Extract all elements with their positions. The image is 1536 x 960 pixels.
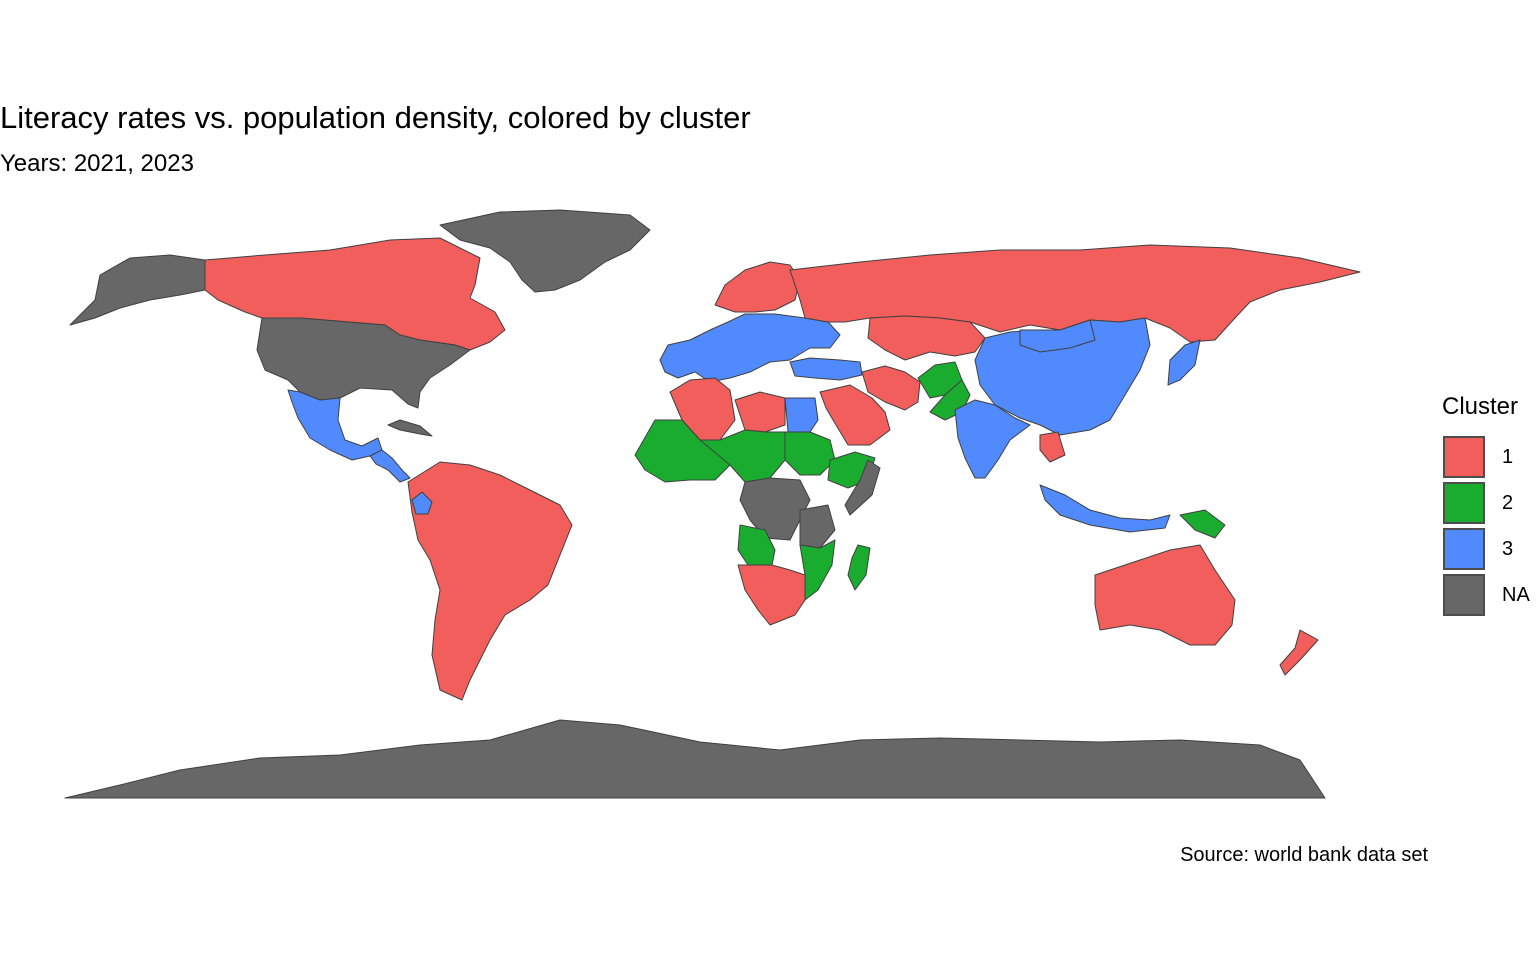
legend-label-1: 1 <box>1502 446 1514 468</box>
legend: Cluster 1 2 3 NA <box>1442 393 1530 616</box>
region-kazakhstan <box>867 315 986 361</box>
region-united-states <box>256 317 471 409</box>
legend-label-3: 3 <box>1502 538 1514 560</box>
legend-key-na <box>1443 574 1485 616</box>
region-somalia <box>844 459 881 516</box>
region-mongolia <box>1019 319 1096 353</box>
region-south-america <box>407 461 573 701</box>
region-tanzania <box>799 504 836 549</box>
region-papua-new-guinea <box>1179 509 1226 539</box>
region-scandinavia <box>714 261 801 313</box>
legend-key-1 <box>1443 436 1485 478</box>
region-india <box>954 399 1031 479</box>
region-western-europe <box>659 313 841 383</box>
region-saudi-arabia <box>819 384 891 446</box>
region-dr-congo <box>739 477 811 541</box>
region-egypt <box>784 397 819 433</box>
legend-title: Cluster <box>1442 393 1519 420</box>
region-indonesia <box>1039 484 1171 533</box>
chart-title: Literacy rates vs. population density, c… <box>0 100 751 135</box>
legend-item-2: 2 <box>1442 482 1536 526</box>
legend-label-na: NA <box>1502 584 1530 606</box>
legend-key-3 <box>1443 528 1485 570</box>
region-alaska <box>69 254 206 326</box>
region-new-zealand <box>1279 629 1319 676</box>
region-greenland <box>439 209 651 293</box>
source-caption: Source: world bank data set <box>1180 844 1428 866</box>
region-japan <box>1167 339 1201 386</box>
region-antarctica <box>64 719 1326 799</box>
region-southern-africa <box>737 564 806 626</box>
region-madagascar <box>847 544 871 591</box>
region-libya <box>734 391 786 433</box>
region-australia <box>1094 544 1236 646</box>
region-central-america <box>369 449 411 483</box>
region-mexico <box>287 389 383 461</box>
region-iran <box>861 365 921 411</box>
region-cuba <box>387 419 433 437</box>
legend-item-1: 1 <box>1442 436 1536 480</box>
legend-item-3: 3 <box>1442 528 1536 572</box>
region-sudan <box>784 431 836 476</box>
region-ecuador <box>411 491 433 515</box>
region-laos <box>1039 431 1066 463</box>
legend-label-2: 2 <box>1502 492 1514 514</box>
legend-item-na: NA <box>1442 574 1536 618</box>
region-turkey <box>789 357 863 381</box>
region-canada <box>204 237 506 351</box>
chart-subtitle: Years: 2021, 2023 <box>0 150 194 177</box>
legend-key-2 <box>1443 482 1485 524</box>
